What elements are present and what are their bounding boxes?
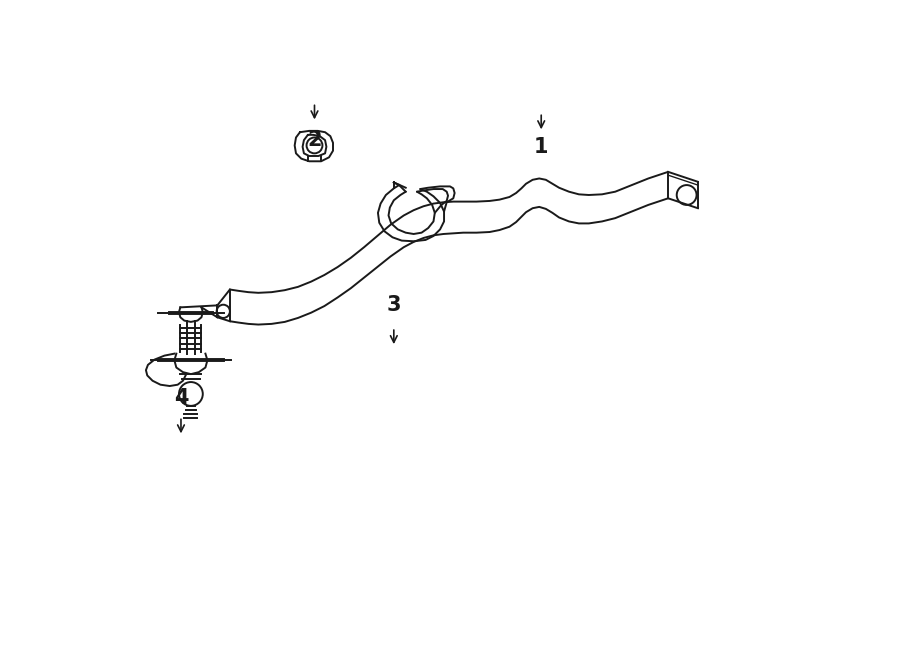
Text: 2: 2: [307, 130, 321, 150]
Text: 3: 3: [387, 295, 401, 315]
Text: 4: 4: [174, 388, 188, 408]
Text: 1: 1: [534, 137, 548, 157]
